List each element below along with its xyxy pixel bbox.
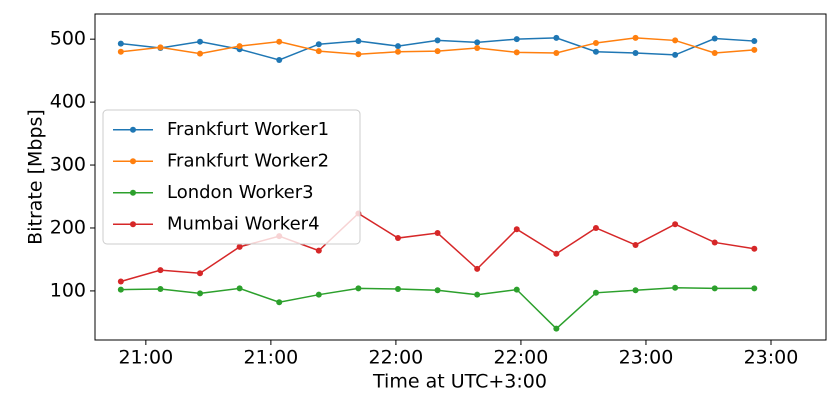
data-point — [553, 325, 560, 332]
data-point — [751, 245, 758, 252]
x-tick-label: 22:00 — [494, 347, 549, 369]
data-point — [355, 38, 362, 45]
data-point — [394, 43, 401, 50]
data-point — [592, 289, 599, 296]
data-point — [315, 41, 322, 48]
data-point — [117, 40, 124, 47]
data-point — [632, 241, 639, 248]
legend-marker — [130, 158, 136, 165]
x-axis-label: Time at UTC+3:00 — [372, 371, 547, 393]
legend-label: Mumbai Worker4 — [167, 213, 320, 234]
legend-marker — [130, 126, 136, 133]
data-point — [513, 36, 520, 43]
data-point — [711, 50, 718, 57]
x-tick-label: 23:00 — [619, 347, 674, 369]
x-tick-label: 23:00 — [744, 347, 799, 369]
data-point — [315, 48, 322, 55]
data-point — [157, 44, 164, 51]
data-point — [553, 50, 560, 57]
data-point — [632, 287, 639, 294]
data-point — [236, 285, 243, 292]
data-point — [592, 39, 599, 46]
y-tick-label: 200 — [50, 216, 86, 238]
data-point — [276, 56, 283, 63]
data-point — [711, 35, 718, 42]
data-point — [117, 48, 124, 55]
data-point — [315, 247, 322, 254]
data-point — [117, 278, 124, 285]
data-point — [513, 226, 520, 233]
data-point — [197, 38, 204, 45]
legend-box — [102, 109, 361, 245]
data-point — [553, 250, 560, 257]
data-point — [711, 285, 718, 292]
data-point — [672, 284, 679, 291]
data-point — [197, 50, 204, 57]
data-point — [751, 285, 758, 292]
legend: Frankfurt Worker1 Frankfurt Worker2 London… — [102, 109, 361, 245]
data-point — [592, 48, 599, 55]
legend-marker — [130, 189, 136, 196]
data-point — [474, 291, 481, 298]
data-point — [434, 37, 441, 44]
data-point — [117, 286, 124, 293]
y-axis-label: Bitrate [Mbps] — [25, 109, 47, 245]
data-point — [474, 44, 481, 51]
data-point — [315, 291, 322, 298]
data-point — [751, 38, 758, 45]
data-point — [513, 49, 520, 56]
plot-frame — [94, 13, 827, 341]
y-tick-label: 100 — [50, 279, 86, 301]
legend-label: Frankfurt Worker2 — [167, 150, 329, 171]
data-point — [513, 286, 520, 293]
data-point — [236, 43, 243, 50]
data-point — [355, 51, 362, 58]
data-point — [672, 37, 679, 44]
data-point — [236, 243, 243, 250]
data-point — [434, 287, 441, 294]
data-point — [394, 286, 401, 293]
data-point — [592, 224, 599, 231]
x-tick-label: 21:00 — [243, 347, 298, 369]
legend-label: Frankfurt Worker1 — [167, 119, 329, 140]
data-point — [157, 286, 164, 293]
data-point — [751, 46, 758, 53]
y-tick-label: 500 — [50, 28, 86, 50]
data-point — [276, 38, 283, 45]
legend-marker — [130, 221, 136, 228]
data-point — [672, 221, 679, 228]
y-tick-label: 400 — [50, 91, 86, 113]
x-tick-label: 22:00 — [369, 347, 424, 369]
data-point — [632, 34, 639, 41]
data-point — [197, 290, 204, 297]
legend-label: London Worker3 — [167, 182, 314, 203]
data-point — [197, 270, 204, 277]
data-point — [474, 265, 481, 272]
data-point — [711, 239, 718, 246]
data-point — [553, 34, 560, 41]
y-tick-label: 300 — [50, 154, 86, 176]
data-point — [434, 230, 441, 237]
data-point — [434, 48, 441, 55]
data-point — [276, 299, 283, 306]
x-tick-label: 21:00 — [118, 347, 173, 369]
data-point — [474, 39, 481, 46]
data-point — [632, 50, 639, 57]
data-point — [355, 285, 362, 292]
series-line — [120, 287, 755, 330]
data-point — [394, 235, 401, 242]
data-point — [394, 48, 401, 55]
data-point — [672, 51, 679, 58]
data-point — [157, 267, 164, 274]
